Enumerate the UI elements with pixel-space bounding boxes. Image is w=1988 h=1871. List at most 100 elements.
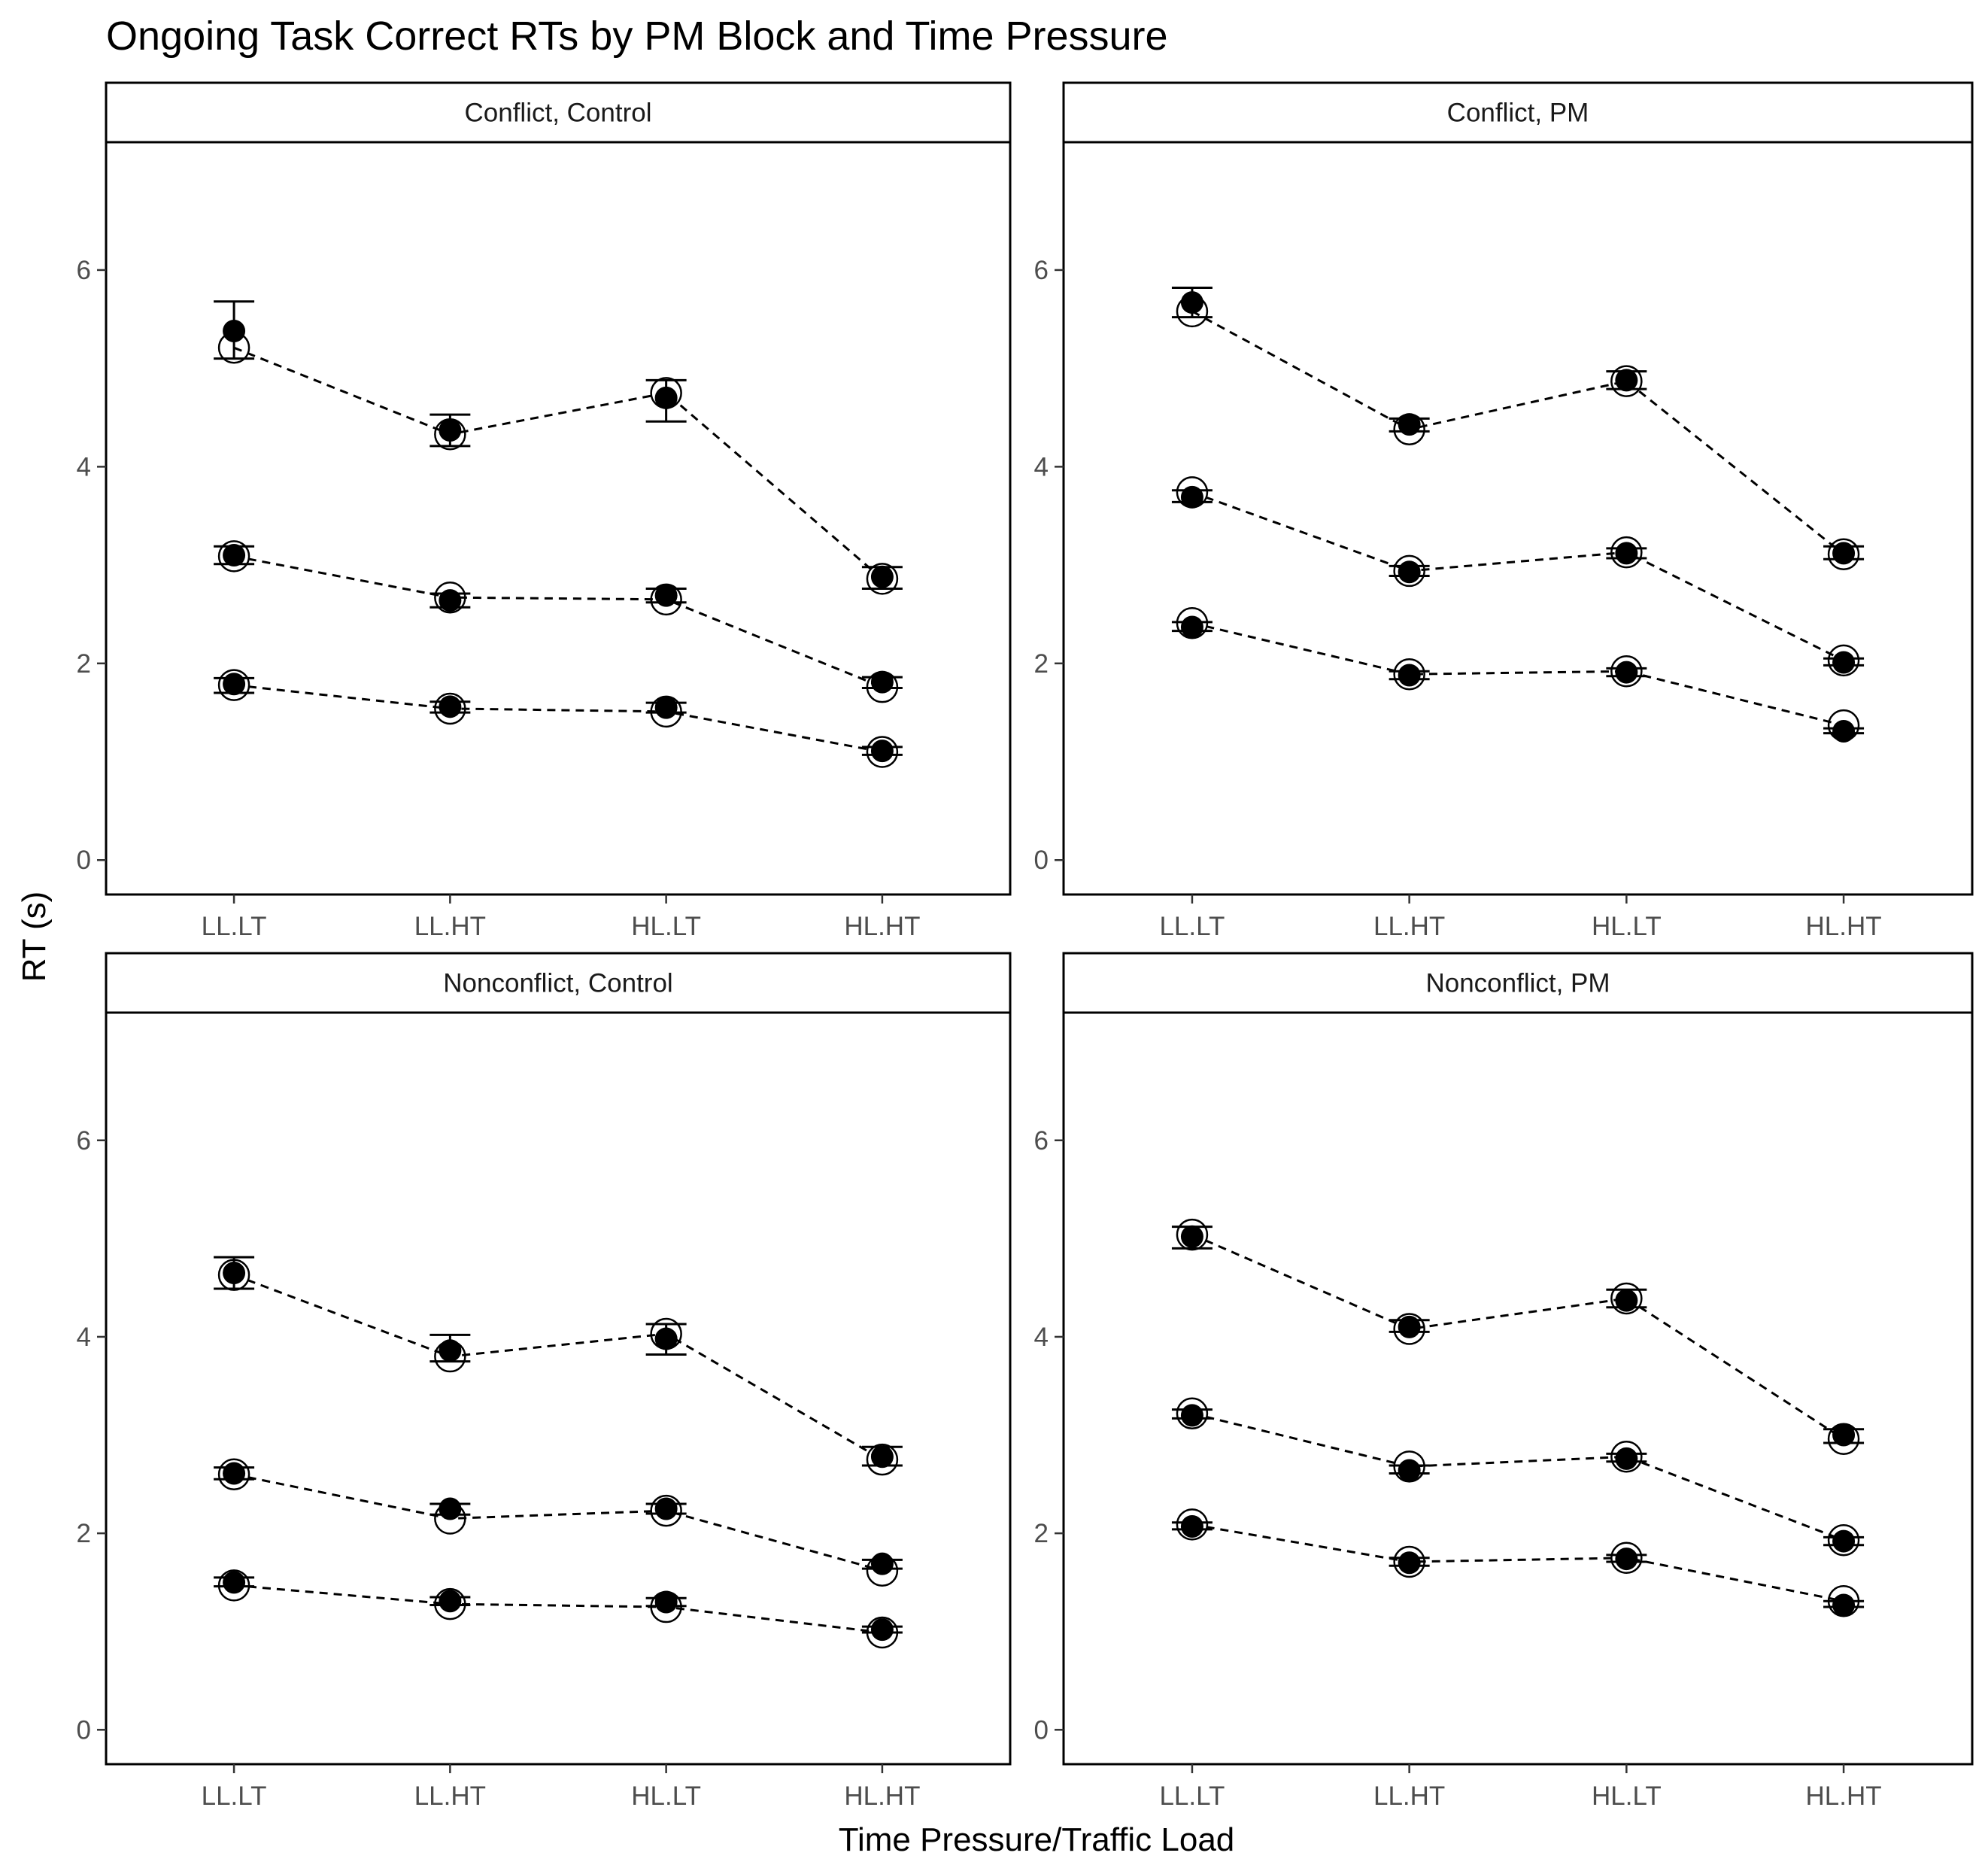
facet-strip <box>1062 81 1974 144</box>
open-point <box>866 1443 899 1476</box>
open-point <box>1393 1313 1425 1345</box>
filled-point <box>439 1339 462 1362</box>
facet-strip-label: Conflict, Control <box>465 99 652 128</box>
filled-point <box>654 584 678 607</box>
y-tick-label: 2 <box>1034 649 1049 679</box>
filled-point <box>1180 615 1203 639</box>
open-point <box>1393 658 1425 691</box>
panel-border <box>1062 141 1974 896</box>
open-point <box>1176 1508 1209 1541</box>
x-tick-label: LL.LT <box>202 912 267 941</box>
x-axis-title: Time Pressure/Traffic Load <box>839 1821 1235 1858</box>
y-tick-label: 4 <box>77 452 91 481</box>
x-tick-label: LL.HT <box>1373 912 1445 941</box>
x-tick-label: HL.HT <box>844 912 920 941</box>
open-point <box>217 540 250 573</box>
filled-point <box>223 1571 246 1594</box>
filled-point <box>654 1590 678 1614</box>
y-tick-label: 0 <box>77 846 91 875</box>
y-tick-label: 6 <box>77 256 91 285</box>
series-line <box>233 1473 883 1572</box>
filled-point <box>223 1262 246 1285</box>
filled-point <box>1180 1404 1203 1427</box>
panel-border <box>105 1011 1012 1766</box>
y-tick-label: 4 <box>1034 1323 1049 1352</box>
facet-strip-label: Nonconflict, PM <box>1425 969 1610 998</box>
open-point <box>434 692 466 725</box>
open-point <box>1827 1524 1860 1557</box>
filled-point <box>1832 1529 1856 1553</box>
x-tick-label: LL.HT <box>414 912 486 941</box>
open-point <box>1610 1541 1643 1575</box>
open-point <box>217 1259 250 1291</box>
y-tick-label: 2 <box>1034 1519 1049 1548</box>
series-line <box>1191 1412 1844 1541</box>
filled-point <box>654 696 678 719</box>
filled-point <box>439 695 462 718</box>
open-point <box>217 1458 250 1491</box>
facet-strip-label: Nonconflict, Control <box>443 969 672 998</box>
series-line <box>233 1274 883 1461</box>
filled-point <box>1180 291 1203 314</box>
filled-point <box>1615 1548 1638 1571</box>
open-point <box>217 669 250 701</box>
open-point <box>1610 536 1643 569</box>
filled-point <box>439 589 462 612</box>
filled-point <box>1398 1551 1421 1575</box>
open-point <box>1827 644 1860 677</box>
filled-point <box>439 1590 462 1613</box>
filled-point <box>1832 651 1856 674</box>
filled-point <box>1398 413 1421 436</box>
filled-point <box>223 544 246 567</box>
y-tick-label: 4 <box>1034 452 1049 481</box>
x-tick-label: HL.HT <box>844 1781 920 1811</box>
y-tick-label: 6 <box>77 1126 91 1156</box>
y-tick-label: 0 <box>1034 846 1049 875</box>
y-axis-title: RT (s) <box>16 891 53 983</box>
series-line <box>1191 310 1845 555</box>
x-tick-label: LL.LT <box>202 1781 267 1811</box>
x-tick-label: HL.HT <box>1806 1781 1882 1811</box>
y-tick-label: 2 <box>77 1519 91 1548</box>
x-tick-label: HL.LT <box>631 1781 701 1811</box>
filled-point <box>870 1618 894 1642</box>
facet-strip <box>1062 952 1974 1014</box>
open-point <box>217 1569 250 1602</box>
x-tick-label: HL.LT <box>631 912 701 941</box>
x-tick-label: LL.LT <box>1159 1781 1225 1811</box>
open-point <box>1827 538 1860 570</box>
filled-point <box>1832 542 1856 565</box>
open-point <box>1610 1282 1643 1315</box>
series-line <box>233 346 883 580</box>
y-tick-label: 6 <box>1034 256 1049 285</box>
y-tick-label: 2 <box>77 649 91 679</box>
filled-point <box>1832 720 1856 743</box>
facet-panel: Nonconflict, Control 0 2 4 6 LL.LT LL.HT HL.LT H… <box>77 952 1012 1811</box>
filled-point <box>1615 1289 1638 1312</box>
open-point <box>434 1587 466 1620</box>
y-tick-label: 4 <box>77 1323 91 1352</box>
facet-panel: Conflict, Control 0 2 4 6 LL.LT LL.HT HL.LT HL.H… <box>77 81 1012 941</box>
open-point <box>434 581 466 614</box>
facet-panel: Conflict, PM 0 2 4 6 LL.LT LL.HT HL.LT HL.HT <box>1034 81 1974 941</box>
open-point <box>1610 1441 1643 1473</box>
filled-point <box>223 673 246 696</box>
facet-strip <box>105 952 1012 1014</box>
filled-point <box>223 1462 246 1485</box>
filled-point <box>1615 542 1638 565</box>
series-line <box>1191 621 1844 727</box>
filled-point <box>654 1497 678 1520</box>
filled-point <box>870 740 894 763</box>
series-line <box>233 684 883 753</box>
open-point <box>866 736 899 768</box>
filled-point <box>1398 664 1421 687</box>
facet-panel: Nonconflict, PM 0 2 4 6 LL.LT LL.HT HL.LT HL.HT <box>1034 952 1974 1811</box>
open-point <box>1610 365 1643 397</box>
chart-title: Ongoing Task Correct RTs by PM Block and… <box>106 14 1168 59</box>
series-line <box>233 554 883 688</box>
filled-point <box>439 1497 462 1520</box>
open-point <box>866 1616 899 1649</box>
filled-point <box>439 419 462 442</box>
x-tick-label: HL.LT <box>1592 912 1662 941</box>
